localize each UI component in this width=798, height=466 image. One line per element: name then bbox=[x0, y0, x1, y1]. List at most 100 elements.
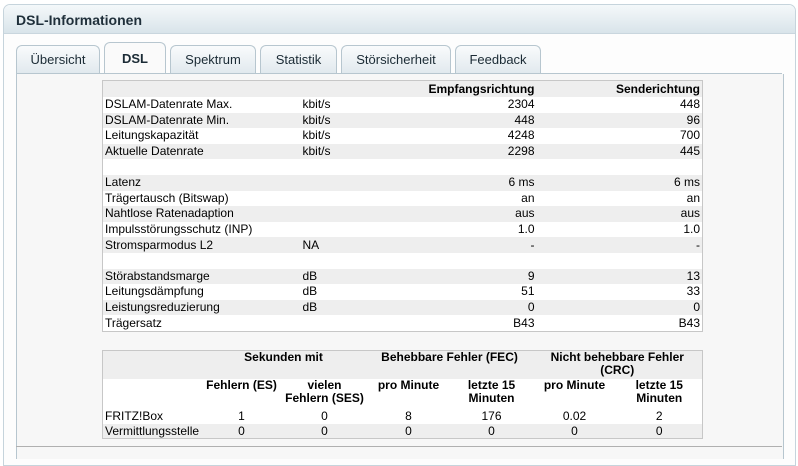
err-subcorner bbox=[102, 378, 201, 409]
panel-header: DSL-Informationen bbox=[4, 5, 795, 34]
row-unit bbox=[300, 315, 389, 332]
row-label: FRITZ!Box bbox=[102, 408, 201, 424]
row-sende: 13 bbox=[536, 268, 703, 285]
table-row bbox=[102, 252, 703, 269]
row-sende: 700 bbox=[536, 128, 703, 144]
row-sende: an bbox=[536, 190, 703, 207]
table-row bbox=[102, 159, 703, 175]
group-seconds: Sekunden mit bbox=[200, 350, 367, 379]
row-empfang: 0 bbox=[388, 299, 537, 316]
tab-bar: Übersicht DSL Spektrum Statistik Störsic… bbox=[4, 5, 795, 75]
sub-crc-last15: letzte 15 Minuten bbox=[616, 378, 703, 409]
row-empfang: 4248 bbox=[388, 128, 537, 144]
row-empfang: 51 bbox=[388, 284, 537, 300]
row-empfang: 1.0 bbox=[388, 221, 537, 238]
row-unit bbox=[300, 221, 389, 238]
table-row: Trägersatz B43 B43 bbox=[102, 315, 703, 332]
table-row: DSLAM-Datenrate Min. kbit/s 448 96 bbox=[102, 112, 703, 129]
table-row: FRITZ!Box 1 0 8 176 0.02 2 bbox=[102, 408, 703, 424]
row-sende: 96 bbox=[536, 112, 703, 129]
sub-fec-last15: letzte 15 Minuten bbox=[450, 378, 533, 409]
row-empfang: aus bbox=[388, 206, 537, 222]
tab-divider bbox=[16, 73, 782, 74]
tab-spektrum[interactable]: Spektrum bbox=[170, 45, 256, 73]
cell-fec-last15: 0 bbox=[450, 423, 533, 439]
row-empfang: 2304 bbox=[388, 97, 537, 113]
cell-ses: 0 bbox=[282, 423, 367, 439]
cell-fec-last15: 176 bbox=[450, 408, 533, 424]
dsl-info-panel: DSL-Informationen Übersicht DSL Spektrum… bbox=[3, 4, 796, 466]
row-sende: 445 bbox=[536, 143, 703, 160]
table-row: Leitungskapazität kbit/s 4248 700 bbox=[102, 128, 703, 144]
row-empfang: 2298 bbox=[388, 143, 537, 160]
header-senderichtung: Senderichtung bbox=[536, 80, 703, 97]
row-sende: 1.0 bbox=[536, 221, 703, 238]
cell-crc-per-min: 0 bbox=[532, 423, 617, 439]
row-label: Impulsstörungsschutz (INP) bbox=[102, 221, 301, 238]
row-label: Leitungsdämpfung bbox=[102, 284, 301, 300]
row-label: Trägersatz bbox=[102, 315, 301, 332]
error-statistics-table: Sekunden mit Behebbare Fehler (FEC) Nich… bbox=[102, 350, 704, 439]
header-label bbox=[102, 80, 301, 97]
table-row: Impulsstörungsschutz (INP) 1.0 1.0 bbox=[102, 221, 703, 238]
row-sende: - bbox=[536, 237, 703, 253]
row-label: Vermittlungsstelle bbox=[102, 423, 201, 439]
row-label: Aktuelle Datenrate bbox=[102, 143, 301, 160]
row-empfang: B43 bbox=[388, 315, 537, 332]
bottom-divider bbox=[16, 446, 782, 447]
sub-ses: vielen Fehlern (SES) bbox=[282, 378, 367, 409]
row-sende: 6 ms bbox=[536, 174, 703, 191]
table-row: Leistungsreduzierung dB 0 0 bbox=[102, 299, 703, 316]
row-sende: B43 bbox=[536, 315, 703, 332]
tab-dsl[interactable]: DSL bbox=[104, 42, 166, 73]
row-unit bbox=[300, 206, 389, 222]
row-label: Stromsparmodus L2 bbox=[102, 237, 301, 253]
row-label: DSLAM-Datenrate Min. bbox=[102, 112, 301, 129]
row-label: DSLAM-Datenrate Max. bbox=[102, 97, 301, 113]
group-fec: Behebbare Fehler (FEC) bbox=[366, 350, 533, 379]
header-empfangsrichtung: Empfangsrichtung bbox=[388, 80, 537, 97]
row-unit bbox=[300, 190, 389, 207]
table-row: Aktuelle Datenrate kbit/s 2298 445 bbox=[102, 143, 703, 160]
row-empfang: 448 bbox=[388, 112, 537, 129]
row-empfang: - bbox=[388, 237, 537, 253]
cell-fec-per-min: 8 bbox=[366, 408, 451, 424]
table-row: Vermittlungsstelle 0 0 0 0 0 0 bbox=[102, 423, 703, 439]
row-unit: kbit/s bbox=[300, 112, 389, 129]
panel-title: DSL-Informationen bbox=[16, 12, 142, 28]
row-label: Nahtlose Ratenadaption bbox=[102, 206, 301, 222]
row-sende: 33 bbox=[536, 284, 703, 300]
row-label bbox=[102, 159, 301, 175]
tab-statistik[interactable]: Statistik bbox=[260, 45, 337, 73]
row-empfang: 6 ms bbox=[388, 174, 537, 191]
cell-es: 1 bbox=[200, 408, 283, 424]
row-unit: dB bbox=[300, 268, 389, 285]
sub-es: Fehlern (ES) bbox=[200, 378, 283, 409]
row-sende bbox=[536, 159, 703, 175]
cell-crc-last15: 2 bbox=[616, 408, 703, 424]
cell-crc-last15: 0 bbox=[616, 423, 703, 439]
row-unit bbox=[300, 252, 389, 269]
row-unit: dB bbox=[300, 284, 389, 300]
cell-fec-per-min: 0 bbox=[366, 423, 451, 439]
cell-crc-per-min: 0.02 bbox=[532, 408, 617, 424]
row-label: Leitungskapazität bbox=[102, 128, 301, 144]
tab-feedback[interactable]: Feedback bbox=[455, 45, 541, 73]
row-unit: NA bbox=[300, 237, 389, 253]
table-row: Störabstandsmarge dB 9 13 bbox=[102, 268, 703, 285]
row-label: Latenz bbox=[102, 174, 301, 191]
group-crc: Nicht behebbare Fehler (CRC) bbox=[532, 350, 703, 379]
tab-uebersicht[interactable]: Übersicht bbox=[16, 45, 100, 73]
row-sende bbox=[536, 252, 703, 269]
row-unit bbox=[300, 174, 389, 191]
row-sende: 448 bbox=[536, 97, 703, 113]
row-sende: aus bbox=[536, 206, 703, 222]
table-row: Nahtlose Ratenadaption aus aus bbox=[102, 206, 703, 222]
cell-es: 0 bbox=[200, 423, 283, 439]
table-row: DSLAM-Datenrate Max. kbit/s 2304 448 bbox=[102, 97, 703, 113]
table-row: Stromsparmodus L2 NA - - bbox=[102, 237, 703, 253]
err-corner bbox=[102, 350, 201, 379]
cell-ses: 0 bbox=[282, 408, 367, 424]
header-unit bbox=[300, 80, 389, 97]
tab-stoersicherheit[interactable]: Störsicherheit bbox=[341, 45, 451, 73]
